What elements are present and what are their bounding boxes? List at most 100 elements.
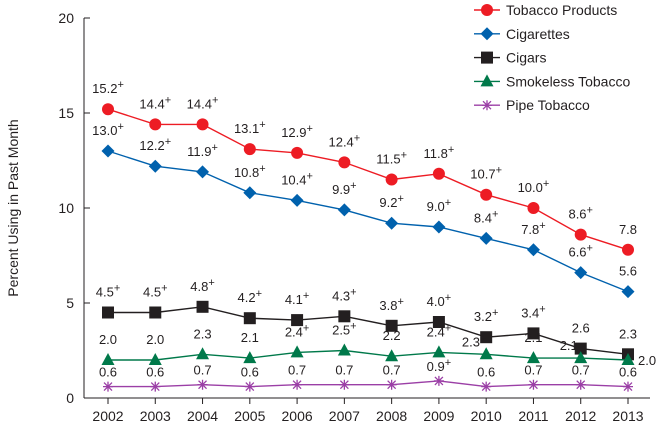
data-label: 8.4+ xyxy=(474,208,499,225)
data-label: 0.6 xyxy=(146,365,164,380)
data-point xyxy=(385,349,399,362)
x-tick-label: 2013 xyxy=(612,408,643,424)
legend-marker xyxy=(480,74,494,87)
data-label: 4.5+ xyxy=(143,283,168,300)
data-label: 0.7 xyxy=(194,363,212,378)
data-label: 10.4+ xyxy=(281,170,313,187)
data-point xyxy=(526,243,540,257)
data-point xyxy=(432,167,445,180)
y-axis-label: Percent Using in Past Month xyxy=(5,119,21,296)
data-point xyxy=(102,103,114,116)
legend-item: Pipe Tobacco xyxy=(474,97,590,113)
data-point xyxy=(432,345,446,358)
series-tobacco-products: 15.2+ 14.4+ 14.4+ 13.1+ 12.9+ 12.4+ 11.5+ 11.8+… xyxy=(92,79,637,256)
data-label: 13.1+ xyxy=(234,119,266,136)
data-label: 0.6 xyxy=(241,365,259,380)
data-label: 0.7 xyxy=(335,363,353,378)
data-point xyxy=(433,375,444,386)
data-point xyxy=(196,165,210,179)
data-label: 13.0+ xyxy=(92,121,124,138)
data-label: 12.9+ xyxy=(281,123,313,140)
series-line xyxy=(108,306,629,355)
data-label: 4.2+ xyxy=(238,288,263,305)
data-label: 3.2+ xyxy=(474,307,499,324)
data-label: 2.4+ xyxy=(285,322,310,339)
data-label: 12.4+ xyxy=(328,132,360,149)
series-pipe-tobacco: 0.6 0.6 0.7 0.6 0.7 0.7 0.7 0.9+ 0.6 0.7 0.7 0.6 xyxy=(99,357,637,392)
data-label: 3.8+ xyxy=(379,296,404,313)
legend-label: Cigars xyxy=(506,50,546,66)
legend-label: Smokeless Tobacco xyxy=(506,73,630,89)
legend: Tobacco Products Cigarettes Cigars Smokeles… xyxy=(474,2,630,113)
data-point xyxy=(338,156,351,169)
data-point xyxy=(526,351,540,364)
data-label: 0.6 xyxy=(477,365,495,380)
data-label: 4.8+ xyxy=(190,277,215,294)
data-label: 9.0+ xyxy=(427,197,452,214)
data-label: 8.6+ xyxy=(568,205,593,222)
data-point xyxy=(527,327,540,340)
series-line xyxy=(108,380,629,388)
data-point xyxy=(291,146,304,159)
data-label: 0.7 xyxy=(572,363,590,378)
data-point xyxy=(621,353,635,365)
data-label: 11.8+ xyxy=(424,144,455,161)
x-tick-label: 2006 xyxy=(282,408,313,424)
data-label: 0.7 xyxy=(524,363,542,378)
data-label: 10.7+ xyxy=(470,165,502,182)
data-label: 4.3+ xyxy=(332,286,357,303)
data-label: 4.5+ xyxy=(96,283,121,300)
data-label: 0.6 xyxy=(99,365,117,380)
data-point xyxy=(290,193,304,207)
data-point xyxy=(244,381,255,392)
data-point xyxy=(621,285,635,299)
data-point xyxy=(148,159,162,173)
legend-label: Cigarettes xyxy=(506,26,570,42)
data-point xyxy=(103,381,113,392)
data-point xyxy=(386,379,397,390)
x-tick-label: 2012 xyxy=(565,408,596,424)
data-point xyxy=(102,306,114,319)
legend-marker xyxy=(480,27,494,41)
data-point xyxy=(243,351,257,364)
data-label: 12.2+ xyxy=(139,136,171,153)
data-point xyxy=(337,343,351,356)
data-point xyxy=(574,228,587,241)
y-tick-label: 10 xyxy=(58,200,74,216)
x-tick-label: 2010 xyxy=(471,408,502,424)
data-point xyxy=(292,379,303,390)
data-label: 0.7 xyxy=(383,363,401,378)
x-tick-label: 2002 xyxy=(92,408,123,424)
x-tick-label: 2005 xyxy=(234,408,265,424)
series-line xyxy=(107,108,629,251)
data-label: 2.3 xyxy=(194,326,212,341)
data-point xyxy=(574,266,588,280)
data-label: 5.6 xyxy=(619,264,637,279)
data-point xyxy=(338,310,351,323)
y-tick-label: 5 xyxy=(66,295,74,311)
legend-item: Tobacco Products xyxy=(474,2,617,18)
data-point xyxy=(528,379,539,390)
data-label: 2.2 xyxy=(383,328,401,343)
data-label: 4.1+ xyxy=(285,290,310,307)
data-point xyxy=(574,342,587,355)
data-label: 2.5+ xyxy=(332,321,357,338)
data-point xyxy=(149,306,162,319)
data-label: 2.1 xyxy=(560,338,578,353)
data-point xyxy=(432,316,445,328)
data-point xyxy=(527,202,540,214)
data-label: 2.0 xyxy=(638,353,656,368)
data-point xyxy=(623,381,633,392)
data-label: 9.2+ xyxy=(379,193,404,210)
data-point xyxy=(385,173,398,186)
data-label: 7.8+ xyxy=(521,220,546,237)
y-tick-label: 20 xyxy=(58,10,74,26)
data-label: 9.9+ xyxy=(332,180,357,197)
data-point xyxy=(196,118,209,131)
data-label: 2.1 xyxy=(241,330,259,345)
data-label: 10.8+ xyxy=(234,163,266,180)
data-label: 14.4+ xyxy=(139,94,171,111)
legend-label: Pipe Tobacco xyxy=(506,97,590,113)
data-point xyxy=(575,379,586,390)
